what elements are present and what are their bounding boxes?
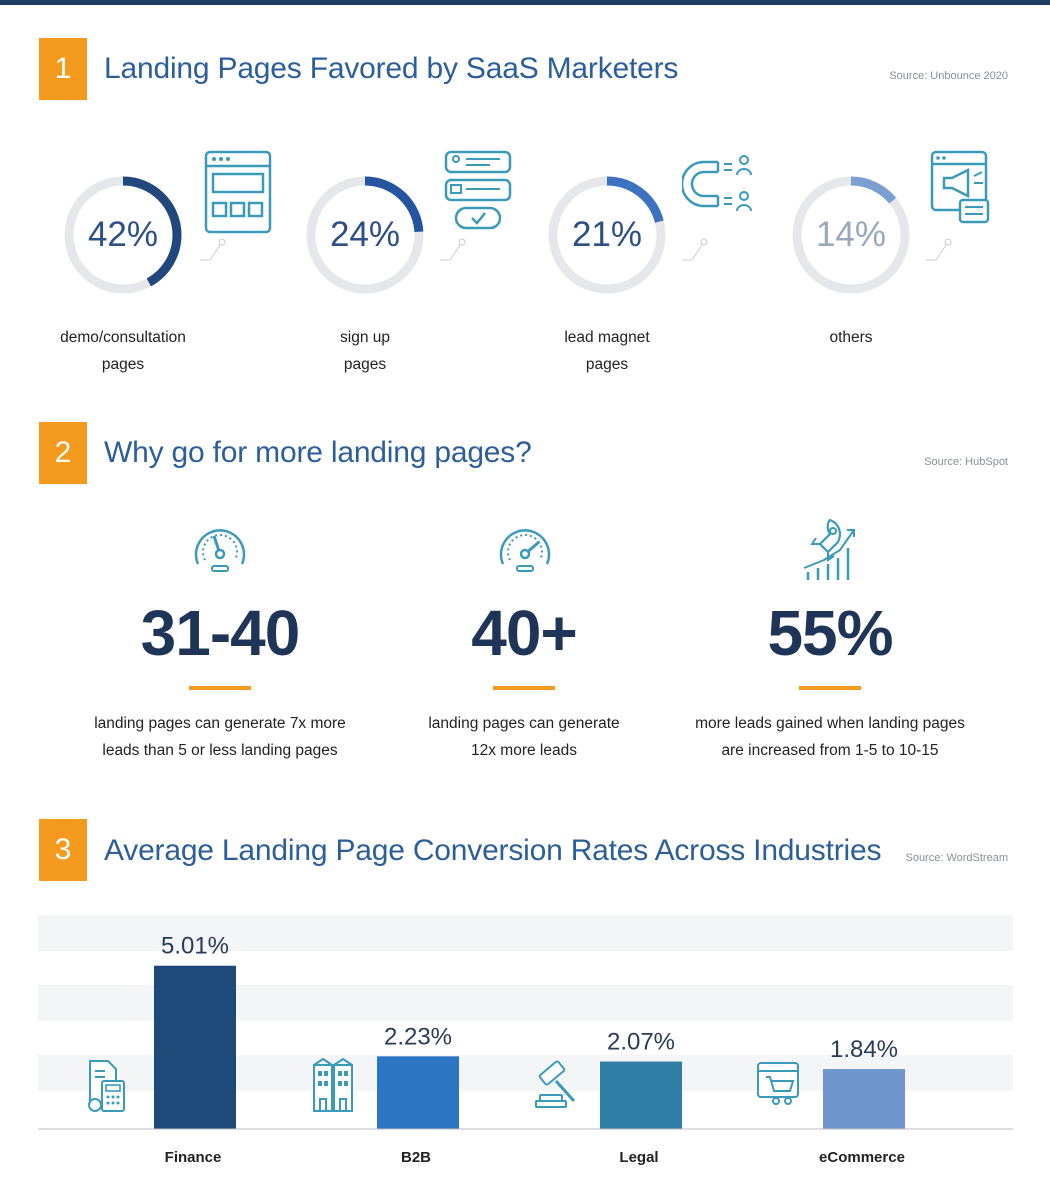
signup-form-icon	[440, 150, 512, 261]
rocket-growth-icon	[803, 518, 855, 580]
donut-sign-up: 24%	[300, 170, 430, 300]
stat-description-line1: more leads gained when landing pages	[695, 715, 965, 732]
gavel-icon	[535, 1060, 576, 1108]
section-title-1: Landing Pages Favored by SaaS Marketers	[104, 52, 679, 85]
megaphone-icon	[926, 150, 990, 261]
stat-description: more leads gained when landing pages are…	[685, 710, 975, 764]
donut-label-line1: demo/consultation	[60, 329, 186, 346]
stat-divider	[189, 686, 251, 690]
bar-value-label: 1.84%	[830, 1036, 898, 1063]
speedometer-high-icon	[499, 529, 551, 572]
magnet-icon	[682, 155, 752, 261]
donut-arc	[548, 176, 666, 294]
bar-value-label: 5.01%	[161, 933, 229, 960]
stat-description-line1: landing pages can generate	[428, 715, 620, 732]
chart-bars: 5.01% Finance 2.23% B2B 2.07% Legal 1.84% eComm…	[154, 933, 905, 1166]
donut-label: lead magnet pages	[522, 324, 692, 378]
bar-legal	[600, 1061, 682, 1129]
speedometer-icon	[194, 529, 246, 572]
browser-window-icon	[200, 150, 272, 261]
stat-description: landing pages can generate 12x more lead…	[379, 710, 669, 764]
stat-description: landing pages can generate 7x more leads…	[75, 710, 365, 764]
donut-value: 24%	[329, 215, 401, 254]
category-label: Finance	[165, 1149, 222, 1166]
donut-label: sign up pages	[280, 324, 450, 378]
section-source-3: Source: WordStream	[905, 852, 1008, 864]
stat-divider	[799, 686, 861, 690]
donut-ring	[548, 176, 666, 294]
stat-description-line2: 12x more leads	[471, 742, 577, 759]
stat-description-line2: leads than 5 or less landing pages	[102, 742, 338, 759]
section-title-2: Why go for more landing pages?	[104, 436, 532, 469]
conversion-rate-bar-chart: 5.01% Finance 2.23% B2B 2.07% Legal 1.84% eComm…	[38, 915, 1013, 1166]
category-label: Legal	[619, 1149, 658, 1166]
donut-label-line1: lead magnet	[564, 329, 650, 346]
donut-label: others	[766, 324, 936, 351]
donut-value: 21%	[571, 215, 643, 254]
donut-label-line2: pages	[585, 356, 629, 373]
donut-arc	[306, 176, 424, 294]
shopping-cart-icon	[757, 1062, 799, 1105]
donut-arc	[64, 176, 182, 294]
stat-description-line1: landing pages can generate 7x more	[94, 715, 346, 732]
bar-value-label: 2.07%	[607, 1029, 675, 1056]
buildings-icon	[313, 1057, 353, 1112]
donut-ring	[792, 176, 910, 294]
stat-value: 31-40	[140, 597, 301, 669]
bar-finance	[154, 965, 236, 1129]
donut-label-line2: pages	[343, 356, 387, 373]
section-source-1: Source: Unbounce 2020	[889, 70, 1008, 82]
donut-label-line1: sign up	[340, 329, 390, 346]
top-accent-bar	[0, 0, 1050, 5]
section-number-1: 1	[39, 38, 87, 100]
donut-demo-consultation: 42%	[58, 170, 188, 300]
donut-value: 42%	[87, 215, 159, 254]
section-title-3: Average Landing Page Conversion Rates Ac…	[104, 834, 882, 867]
donut-label-line2: pages	[101, 356, 145, 373]
section-number-3: 3	[39, 819, 87, 881]
grid-band	[38, 915, 1013, 951]
stat-value: 40+	[471, 597, 578, 669]
bar-ecommerce	[823, 1069, 905, 1129]
category-label: eCommerce	[819, 1149, 905, 1166]
calculator-icon	[88, 1060, 125, 1112]
stat-description-line2: are increased from 1-5 to 10-15	[721, 742, 939, 759]
donut-others: 14%	[786, 170, 916, 300]
category-label: B2B	[401, 1149, 431, 1166]
donut-ring	[64, 176, 182, 294]
section-source-2: Source: HubSpot	[924, 456, 1008, 468]
bar-b2b	[377, 1056, 459, 1129]
bar-value-label: 2.23%	[384, 1023, 452, 1050]
stat-value: 55%	[767, 597, 893, 669]
section-number-2: 2	[39, 422, 87, 484]
stat-divider	[493, 686, 555, 690]
donut-label-line1: others	[829, 329, 873, 346]
donut-arc	[792, 176, 910, 294]
donut-ring	[306, 176, 424, 294]
donut-value: 14%	[815, 215, 887, 254]
donut-label: demo/consultation pages	[38, 324, 208, 378]
donut-lead-magnet: 21%	[542, 170, 672, 300]
